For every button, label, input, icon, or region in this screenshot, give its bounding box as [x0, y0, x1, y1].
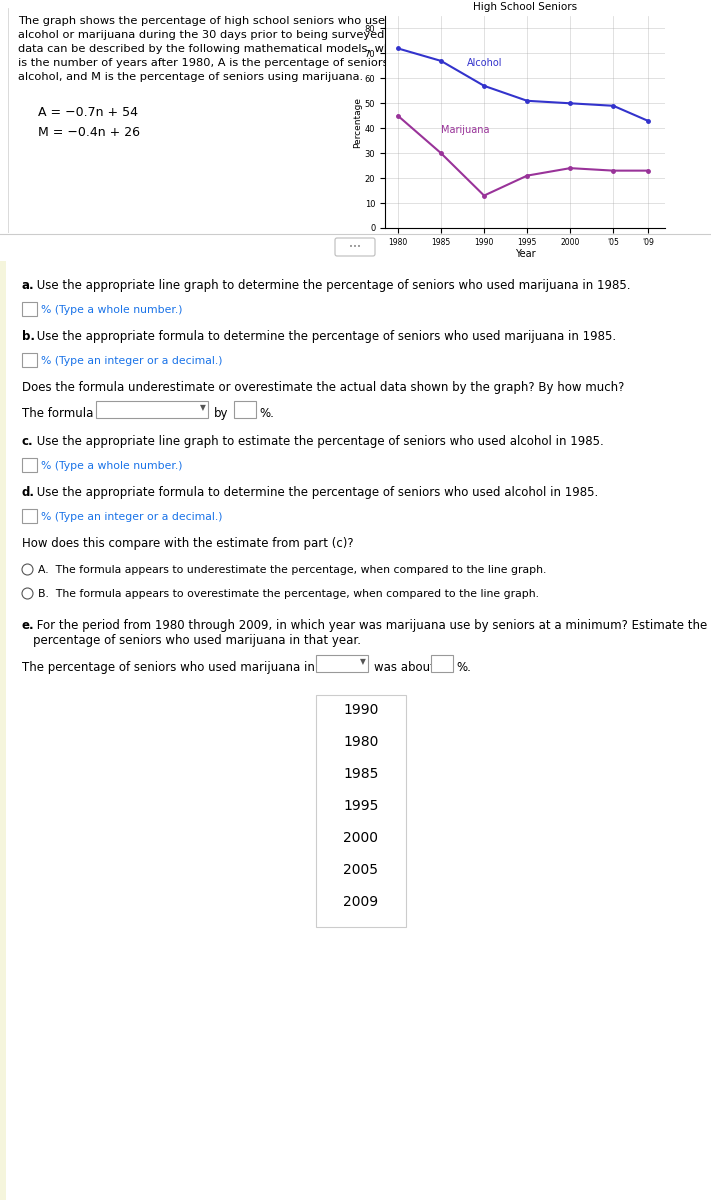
Text: Alcohol: Alcohol [467, 58, 503, 68]
Y-axis label: Percentage: Percentage [353, 96, 362, 148]
FancyBboxPatch shape [22, 353, 37, 367]
FancyBboxPatch shape [22, 302, 37, 316]
Text: The percentage of seniors who used marijuana in: The percentage of seniors who used marij… [22, 661, 315, 674]
Text: 1985: 1985 [343, 767, 379, 781]
Text: B.  The formula appears to overestimate the percentage, when compared to the lin: B. The formula appears to overestimate t… [38, 589, 539, 599]
Text: %.: %. [259, 407, 274, 420]
Text: For the period from 1980 through 2009, in which year was marijuana use by senior: For the period from 1980 through 2009, i… [33, 619, 707, 647]
Text: Use the appropriate formula to determine the percentage of seniors who used mari: Use the appropriate formula to determine… [33, 330, 616, 343]
Text: % (Type an integer or a decimal.): % (Type an integer or a decimal.) [41, 512, 223, 522]
Text: b.: b. [22, 330, 35, 343]
Text: The formula: The formula [22, 407, 93, 420]
FancyBboxPatch shape [22, 458, 37, 472]
X-axis label: Year: Year [515, 250, 535, 259]
Text: Marijuana: Marijuana [441, 125, 489, 136]
FancyBboxPatch shape [22, 509, 37, 523]
Text: %.: %. [456, 661, 471, 674]
Text: d.: d. [22, 486, 35, 499]
Text: % (Type a whole number.): % (Type a whole number.) [41, 461, 183, 470]
FancyBboxPatch shape [0, 260, 6, 1200]
Text: by: by [214, 407, 228, 420]
Text: a.: a. [22, 278, 35, 292]
FancyBboxPatch shape [335, 238, 375, 256]
Text: % (Type a whole number.): % (Type a whole number.) [41, 305, 183, 314]
Text: Use the appropriate line graph to determine the percentage of seniors who used m: Use the appropriate line graph to determ… [33, 278, 631, 292]
FancyBboxPatch shape [316, 695, 406, 926]
FancyBboxPatch shape [96, 401, 208, 418]
Text: The graph shows the percentage of high school seniors who used
alcohol or mariju: The graph shows the percentage of high s… [18, 16, 423, 82]
Text: A.  The formula appears to underestimate the percentage, when compared to the li: A. The formula appears to underestimate … [38, 565, 546, 575]
Text: •••: ••• [349, 244, 361, 250]
Text: Use the appropriate line graph to estimate the percentage of seniors who used al: Use the appropriate line graph to estima… [33, 434, 604, 448]
Text: 2005: 2005 [343, 863, 378, 877]
FancyBboxPatch shape [431, 655, 453, 672]
Text: 2009: 2009 [343, 895, 378, 910]
Text: c.: c. [22, 434, 33, 448]
Text: M = −0.4n + 26: M = −0.4n + 26 [38, 126, 140, 139]
FancyBboxPatch shape [234, 401, 256, 418]
Text: e.: e. [22, 619, 35, 632]
Text: Does the formula underestimate or overestimate the actual data shown by the grap: Does the formula underestimate or overes… [22, 382, 624, 394]
Text: A = −0.7n + 54: A = −0.7n + 54 [38, 106, 138, 119]
Text: 1995: 1995 [343, 799, 379, 814]
Title: Alcohol and Marijuana Use by
High School Seniors: Alcohol and Marijuana Use by High School… [448, 0, 602, 12]
FancyBboxPatch shape [316, 655, 368, 672]
Text: How does this compare with the estimate from part (c)?: How does this compare with the estimate … [22, 538, 353, 550]
Text: ▼: ▼ [360, 658, 366, 666]
Text: 1990: 1990 [343, 703, 379, 716]
Text: ▼: ▼ [200, 403, 206, 412]
Circle shape [22, 564, 33, 575]
Text: % (Type an integer or a decimal.): % (Type an integer or a decimal.) [41, 356, 223, 366]
Circle shape [22, 588, 33, 599]
Text: Use the appropriate formula to determine the percentage of seniors who used alco: Use the appropriate formula to determine… [33, 486, 598, 499]
Text: was about: was about [374, 661, 435, 674]
Text: 2000: 2000 [343, 830, 378, 845]
Text: 1980: 1980 [343, 734, 379, 749]
